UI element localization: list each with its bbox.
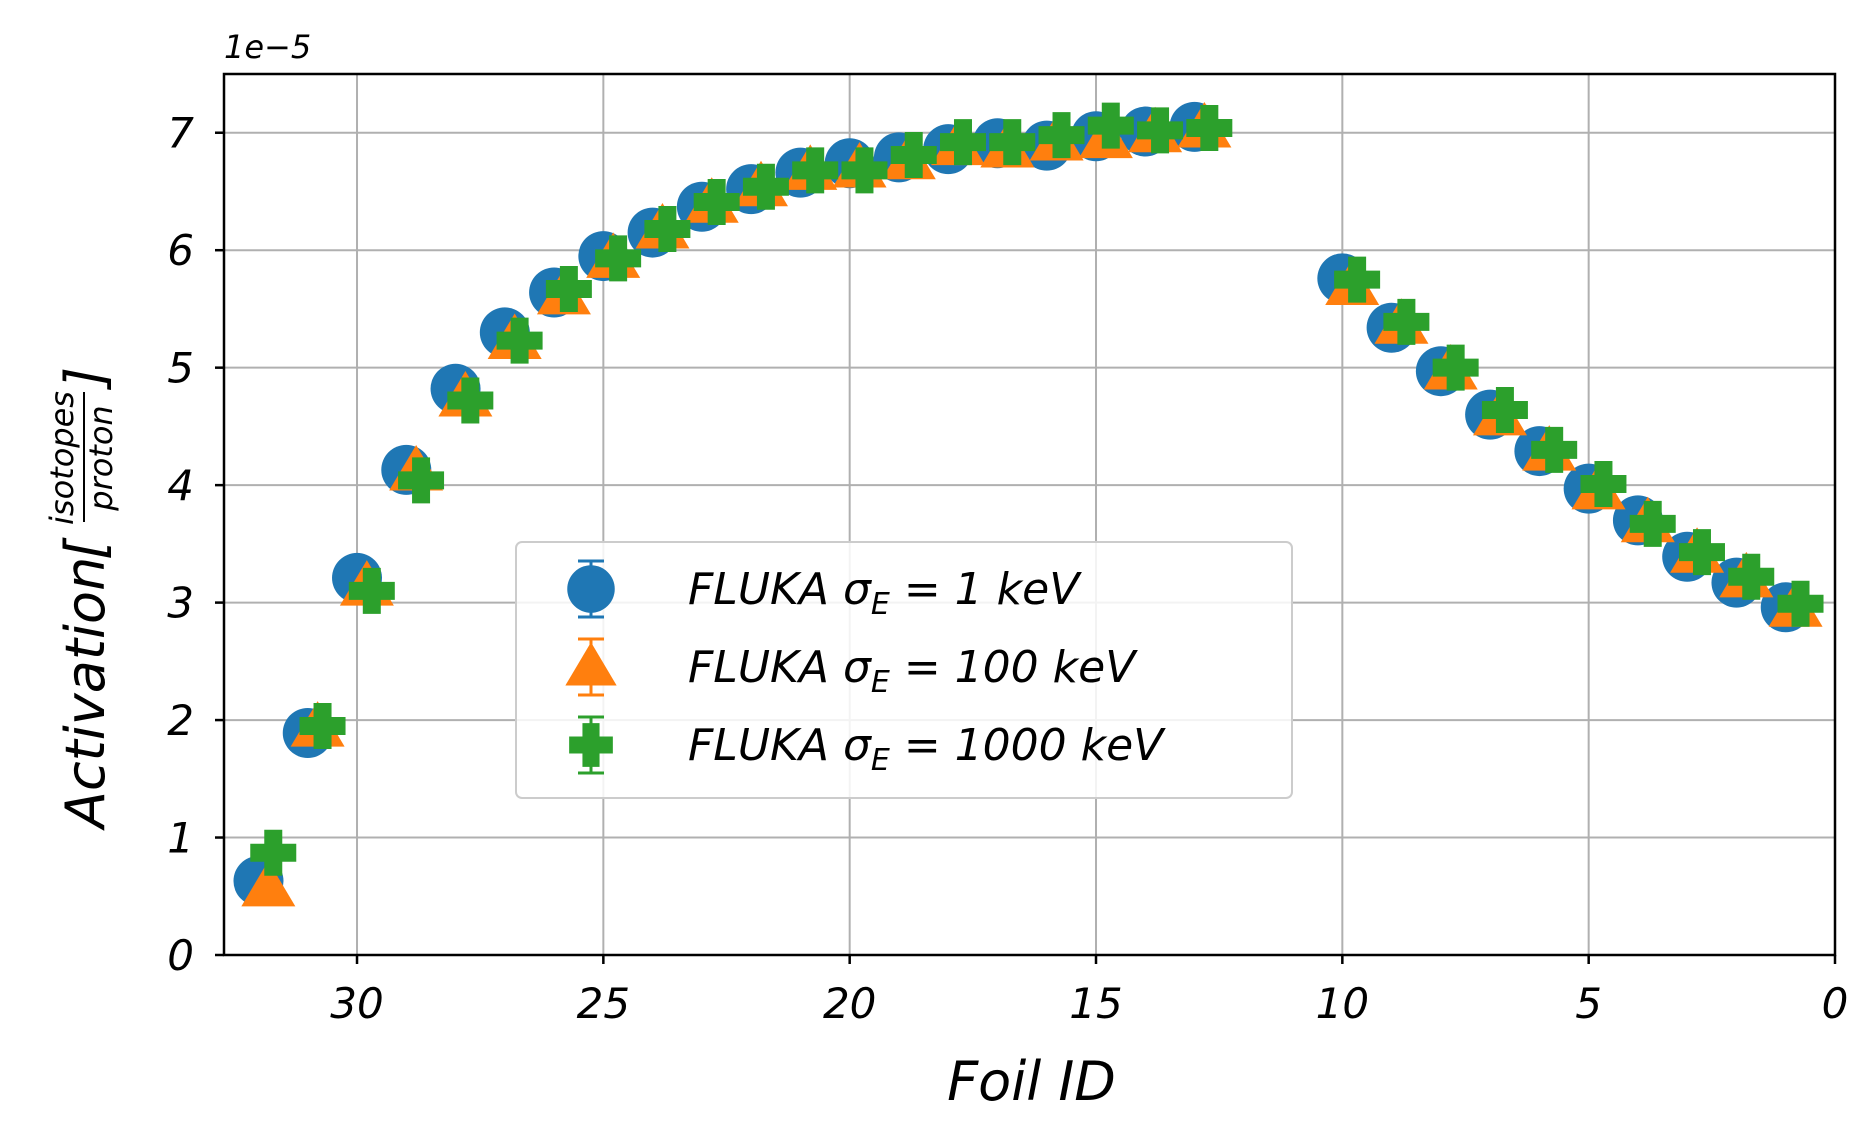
data-point-plus [742,163,789,210]
x-tick-label: 30 [330,979,383,1028]
data-point-plus [447,377,494,424]
data-point-plus [1481,386,1528,433]
grid [224,74,1836,956]
y-axis-label-main: Activation [54,557,117,831]
data-point-plus [545,265,592,312]
legend-label: FLUKA σE = 1 keV [688,564,1082,622]
y-tick-label: 1 [167,814,194,863]
y-axis-label-bracket-close: ] [54,367,117,391]
data-point-plus [595,235,642,282]
y-tick-label: 6 [167,226,194,275]
data-point-plus [1777,580,1824,627]
data-point-plus [398,457,445,504]
legend-marker-plus [569,723,613,767]
x-tick-label: 25 [577,979,630,1028]
x-tick-label: 5 [1575,979,1602,1028]
axis-ticks: 30 25 20 15 10 5 0 0 1 2 3 4 5 6 7 [167,109,1848,1028]
x-tick-label: 15 [1069,979,1122,1028]
data-point-plus [250,829,297,876]
legend-entry: FLUKA σE = 100 keV [565,637,1138,700]
legend-label: FLUKA σE = 100 keV [688,642,1138,700]
y-tick-label: 4 [167,461,194,510]
data-point-plus [1728,553,1775,600]
legend-label: FLUKA σE = 1000 keV [688,720,1166,778]
data-point-plus [348,567,395,614]
data-point-plus [496,317,543,364]
data-point-plus [1383,298,1430,345]
data-point-plus [1580,460,1627,507]
data-point-triangle [241,860,296,907]
y-tick-label: 3 [167,579,194,628]
legend: FLUKA σE = 1 keV FLUKA σE = 100 keV FLUKA … [515,541,1293,799]
data-point-plus [1087,102,1134,149]
data-point-plus [890,132,937,179]
y-tick-label: 2 [167,696,194,745]
x-tick-label: 10 [1316,979,1369,1028]
y-axis-label-bracket-open: [ [54,537,117,560]
plot-frame [222,72,1837,957]
y-offset-label: 1e−5 [224,28,311,66]
data-point-plus [299,702,346,749]
data-point-plus [644,206,691,253]
data-point-plus [1629,500,1676,547]
legend-entry: FLUKA σE = 1000 keV [569,715,1166,778]
data-point-plus [1334,256,1381,303]
series-plus [250,102,1824,876]
data-point-plus [841,147,888,194]
x-axis-label: Foil ID [947,1050,1116,1113]
x-tick-label: 0 [1822,979,1849,1028]
data-point-plus [1038,112,1085,159]
x-tick-label: 20 [823,979,876,1028]
legend-box [515,541,1293,799]
y-tick-label: 5 [167,344,194,393]
y-axis-unit-denominator: proton [82,405,120,511]
data-point-plus [989,119,1036,166]
data-point-plus [1186,105,1233,152]
legend-marker-triangle [565,642,617,686]
data-point-plus [939,119,986,166]
data-point-plus [1432,344,1479,391]
legend-entry: FLUKA σE = 1 keV [567,559,1082,622]
data-markers [233,101,1824,907]
data-point-plus [1531,426,1578,473]
y-axis-label: Activation [ isotopes proton ] [43,367,120,831]
y-tick-label: 7 [167,109,194,158]
y-axis-unit-numerator: isotopes [43,391,81,525]
data-point-plus [693,179,740,226]
data-point-plus [1137,107,1184,154]
legend-marker-circle [567,565,615,613]
y-tick-label: 0 [167,931,194,980]
legend-entries: FLUKA σE = 1 keV FLUKA σE = 100 keV FLUKA … [565,559,1166,778]
data-point-plus [1678,529,1725,576]
data-point-plus [792,147,839,194]
